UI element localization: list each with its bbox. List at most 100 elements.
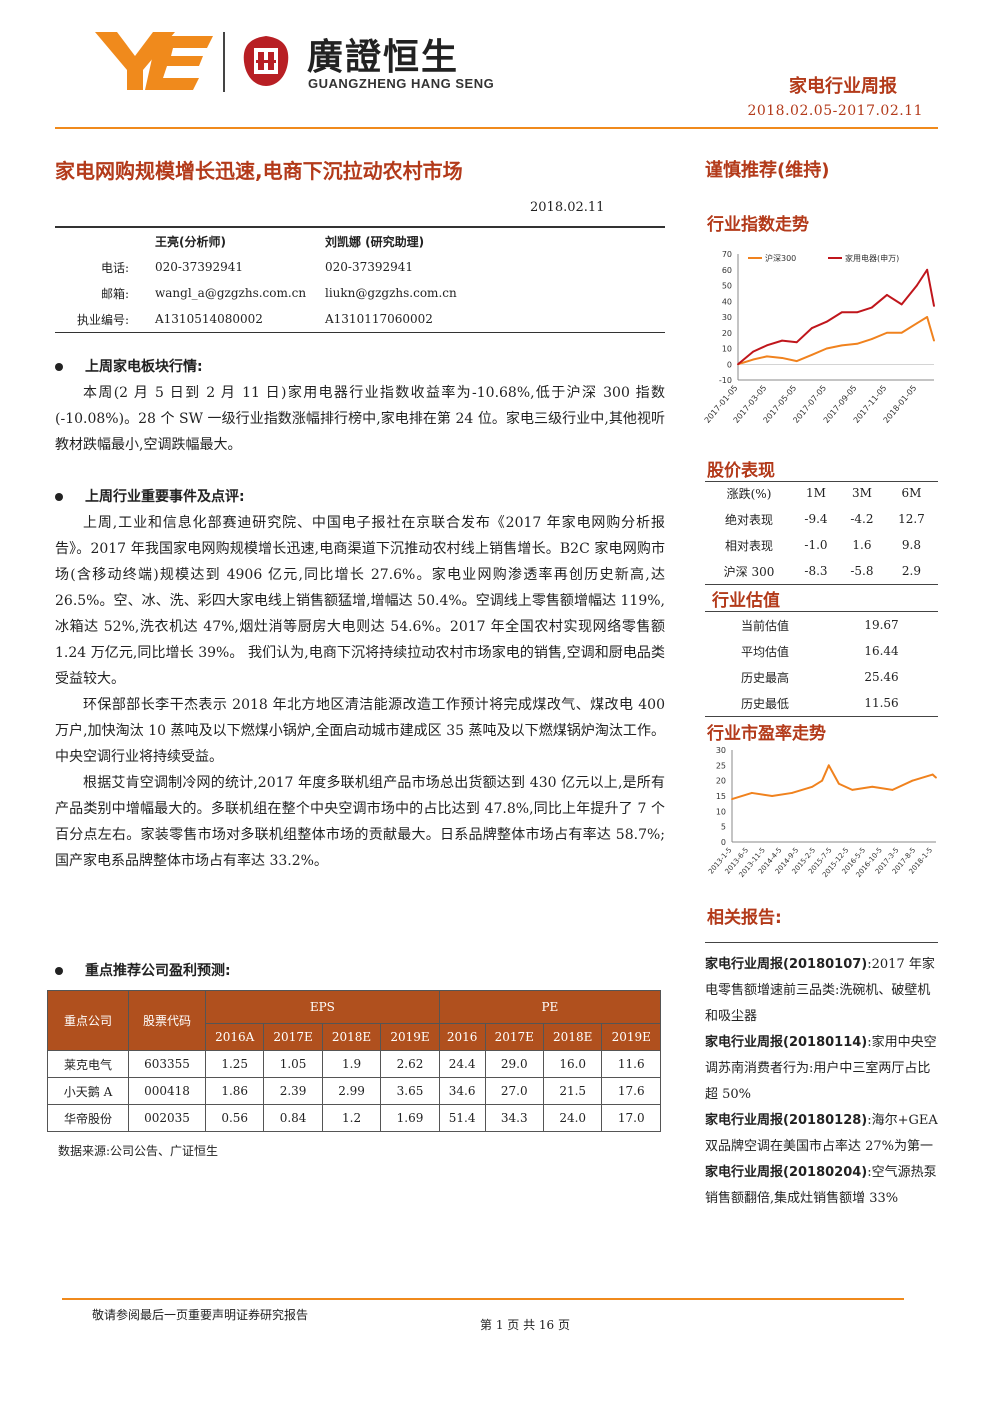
eps-header-row-2: 2016A 2017E 2018E 2019E 2016 2017E 2018E… [48, 1023, 661, 1051]
eps-year: 2016A [204, 1023, 265, 1051]
price-value: 1.6 [852, 538, 872, 552]
phone-label: 电话: [100, 260, 129, 275]
data-point [771, 795, 773, 797]
eps-value: 1.2 [321, 1104, 382, 1132]
related-report-item[interactable]: 家电行业周报(20180204):空气源热泵销售额翻倍,集成灶销售额增 33% [705, 1160, 938, 1212]
price-label: 沪深 300 [723, 564, 775, 579]
email-1[interactable]: wangl_a@gzgzhs.com.cn [155, 286, 307, 300]
price-value: 12.7 [898, 512, 925, 526]
eps-value: 0.56 [204, 1104, 265, 1132]
data-point [825, 320, 828, 323]
data-point [731, 798, 733, 800]
section-2-title: 上周行业重要事件及点评: [85, 489, 245, 505]
eps-value: 1.05 [263, 1050, 323, 1078]
table-row: 绝对表现 -9.4 -4.2 12.7 [705, 506, 938, 532]
pe-value: 16.0 [542, 1050, 603, 1078]
table-row: 沪深 300 -8.3 -5.8 2.9 [705, 558, 938, 585]
page-title: 家电网购规模增长迅速,电商下沉拉动农村市场 [55, 159, 463, 183]
pe-value: 24.4 [438, 1050, 486, 1078]
company-name: 小天鹅 A [47, 1077, 129, 1105]
table-row: 当前估值 19.67 [705, 612, 938, 638]
analyst-table: 王亮(分析师) 刘凯娜 (研究助理) 电话: 020-37392941 020-… [55, 228, 665, 333]
pe-year: 2018E [542, 1023, 603, 1051]
pe-value: 27.0 [484, 1077, 544, 1105]
pe-value: 34.6 [438, 1077, 486, 1105]
data-point [915, 284, 918, 287]
pe-value: 17.6 [601, 1077, 661, 1105]
price-value: -5.8 [850, 564, 874, 578]
section-2-heading: 上周行业重要事件及点评: [55, 486, 665, 506]
y-tick-label: 25 [716, 761, 726, 770]
related-report-summary: :海尔+GEA 双品牌空调在美国市占率达 27%为第一 [705, 1113, 938, 1154]
y-tick-label: 50 [722, 282, 732, 291]
email-2[interactable]: liukn@gzgzhs.com.cn [325, 286, 457, 300]
data-point [795, 341, 798, 344]
data-point [911, 779, 914, 782]
data-point [870, 306, 873, 309]
pe-year: 2017E [484, 1023, 544, 1051]
analyst-names-row: 王亮(分析师) 刘凯娜 (研究助理) [55, 228, 665, 254]
data-point [837, 782, 840, 785]
logo-seal-icon [243, 36, 289, 86]
data-point [840, 311, 843, 314]
y-tick-label: 15 [716, 792, 726, 801]
related-report-link[interactable]: 家电行业周报(20180204) [705, 1165, 868, 1180]
related-rule [705, 942, 938, 943]
table-row: 莱克电气 603355 1.25 1.05 1.9 2.62 24.4 29.0… [47, 1050, 661, 1078]
eps-header-row-1: 重点公司 股票代码 EPS PE [47, 990, 662, 1051]
valuation-value: 16.44 [864, 644, 899, 658]
related-report-item[interactable]: 家电行业周报(20180128):海尔+GEA 双品牌空调在美国市占率达 27%… [705, 1108, 938, 1160]
related-report-summary: :家用中央空调苏南消费者行为:用户中三室两厅占比超 50% [705, 1035, 937, 1102]
title-rule [55, 226, 665, 228]
related-report-item[interactable]: 家电行业周报(20180107):2017 年家电零售额增速前三品类:洗碗机、破… [705, 952, 938, 1030]
series-line [737, 268, 935, 366]
data-point [900, 303, 903, 306]
related-report-item[interactable]: 家电行业周报(20180114):家用中央空调苏南消费者行为:用户中三室两厅占比… [705, 1030, 938, 1108]
pe-year: 2019E [601, 1023, 661, 1051]
data-point [886, 294, 888, 296]
data-point [781, 339, 783, 342]
related-report-link[interactable]: 家电行业周报(20180114) [705, 1035, 868, 1050]
data-point [811, 785, 814, 788]
price-value: -1.0 [804, 538, 828, 552]
phone-2: 020-37392941 [325, 260, 414, 274]
series-line [731, 764, 937, 801]
header-rule [55, 127, 938, 129]
data-point [900, 331, 903, 334]
price-value: 9.8 [901, 538, 921, 552]
bullet-icon [55, 363, 63, 371]
pe-trend-chart: 0510152025302013-1-52013-6-52013-11-5201… [707, 746, 937, 879]
logo-divider [223, 32, 225, 92]
bullet-icon [55, 493, 63, 501]
y-tick-label: 5 [721, 823, 726, 832]
data-point [766, 344, 768, 347]
stock-code: 002035 [128, 1104, 206, 1132]
pe-value: 11.6 [601, 1050, 661, 1078]
price-rule [705, 481, 938, 482]
data-point [750, 792, 753, 794]
y-tick-label: 10 [716, 807, 726, 816]
eps-value: 1.69 [380, 1104, 440, 1132]
eps-value: 3.65 [380, 1077, 440, 1105]
data-point [933, 339, 935, 342]
price-value: 2.9 [901, 564, 921, 578]
y-tick-label: 70 [722, 250, 732, 259]
related-report-link[interactable]: 家电行业周报(20180128) [705, 1113, 868, 1128]
pe-value: 17.0 [601, 1104, 661, 1132]
data-point [933, 305, 935, 307]
price-head: 6M [901, 486, 922, 500]
related-report-link[interactable]: 家电行业周报(20180107) [705, 957, 868, 972]
license-1: A1310514080002 [155, 312, 263, 326]
data-point [752, 350, 755, 353]
eps-value: 1.25 [204, 1050, 265, 1078]
data-point [811, 327, 813, 329]
logo-cn-text: 廣證恒生 [307, 37, 460, 78]
section-2: 上周行业重要事件及点评: 上周,工业和信息化部赛迪研究院、中国电子报社在京联合发… [55, 486, 665, 874]
price-head: 3M [851, 486, 872, 500]
license-2: A1310117060002 [325, 312, 433, 326]
related-reports-title: 相关报告: [707, 908, 782, 928]
table-row: 平均估值 16.44 [705, 638, 938, 664]
y-tick-label: 10 [722, 345, 732, 354]
eps-value: 1.86 [204, 1077, 265, 1105]
section-1: 上周家电板块行情: 本周(2 月 5 日到 2 月 11 日)家用电器行业指数收… [55, 356, 665, 458]
